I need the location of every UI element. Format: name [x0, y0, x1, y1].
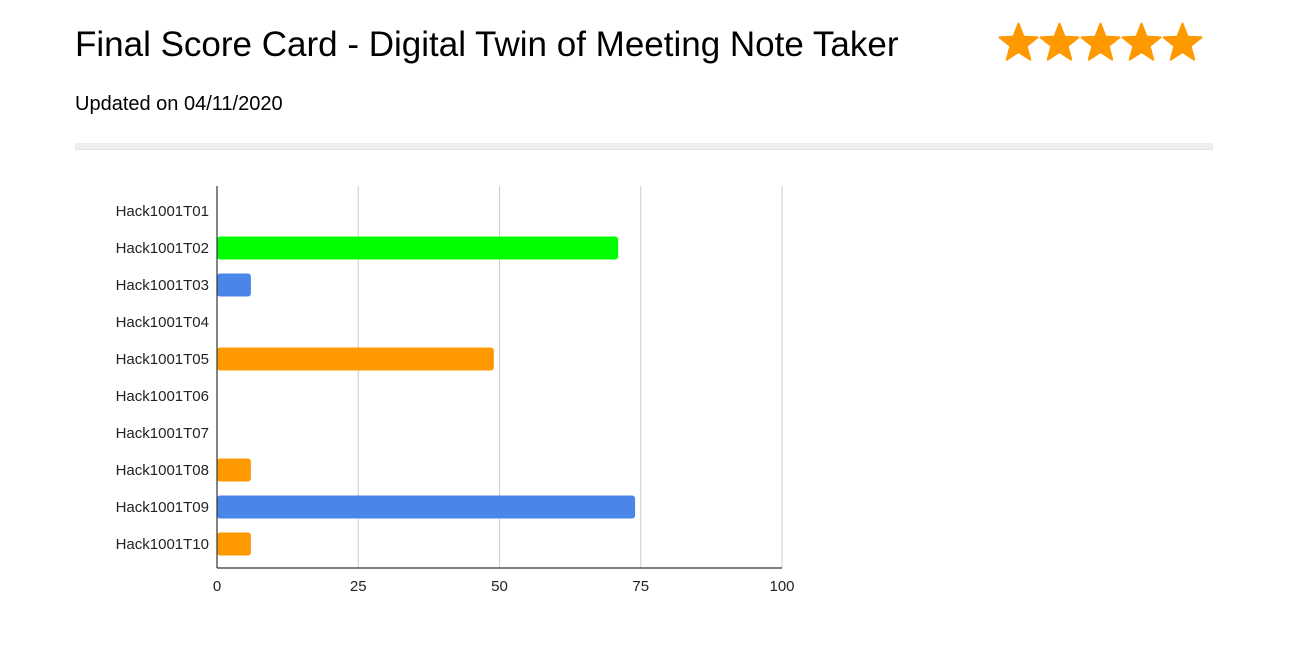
category-label: Hack1001T09: [116, 499, 209, 516]
star-icon: [1162, 22, 1203, 61]
bar-hack1001t09: [217, 495, 636, 519]
category-label: Hack1001T04: [116, 314, 209, 331]
bar-hack1001t02: [217, 236, 619, 260]
x-tick-label: 50: [491, 578, 508, 595]
star-icon: [998, 22, 1039, 61]
category-label: Hack1001T02: [116, 240, 209, 257]
x-tick-label: 75: [632, 578, 649, 595]
x-tick-label: 0: [213, 578, 221, 595]
divider: [75, 143, 1213, 150]
category-label: Hack1001T06: [116, 388, 209, 405]
bar-hack1001t05: [217, 347, 494, 371]
star-icon: [1080, 22, 1121, 61]
x-tick-label: 25: [350, 578, 367, 595]
bars: [217, 236, 636, 556]
category-label: Hack1001T03: [116, 277, 209, 294]
category-label: Hack1001T05: [116, 351, 209, 368]
axes: [216, 186, 782, 569]
star-icon: [1121, 22, 1162, 61]
rating-stars: [998, 22, 1203, 66]
category-label: Hack1001T01: [116, 203, 209, 220]
x-tick-labels: 0 25 50 75 100: [213, 578, 795, 595]
updated-date: Updated on 04/11/2020: [75, 93, 283, 115]
bar-hack1001t03: [217, 273, 251, 297]
page-title: Final Score Card - Digital Twin of Meeti…: [75, 25, 899, 64]
category-labels: Hack1001T01 Hack1001T02 Hack1001T03 Hack100…: [116, 203, 209, 553]
category-label: Hack1001T07: [116, 425, 209, 442]
category-label: Hack1001T08: [116, 462, 209, 479]
category-label: Hack1001T10: [116, 536, 209, 553]
x-tick-label: 100: [769, 578, 794, 595]
bar-hack1001t08: [217, 458, 251, 482]
star-icon: [1039, 22, 1080, 61]
bar-hack1001t10: [217, 532, 251, 556]
